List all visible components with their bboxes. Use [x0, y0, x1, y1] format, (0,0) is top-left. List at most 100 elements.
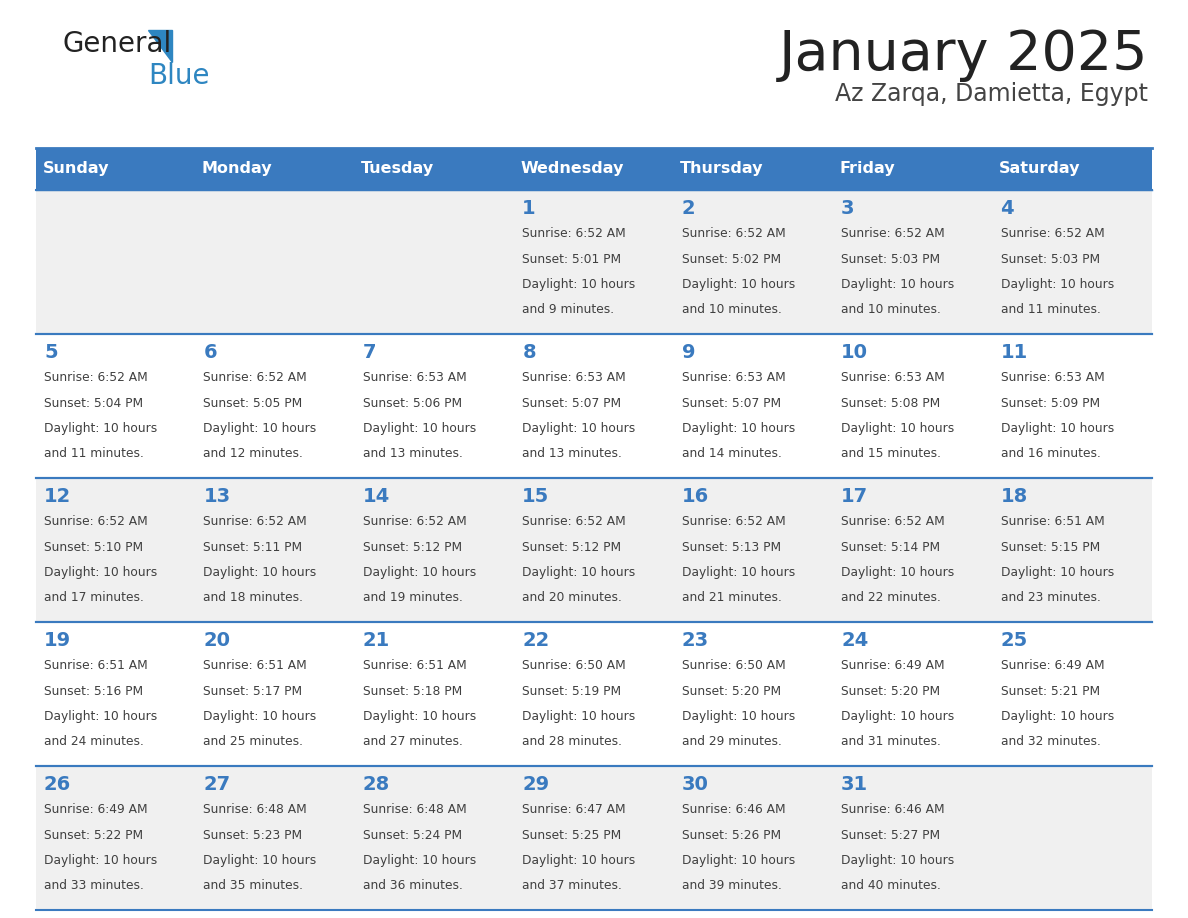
- Text: and 12 minutes.: and 12 minutes.: [203, 447, 303, 460]
- Text: Sunrise: 6:49 AM: Sunrise: 6:49 AM: [841, 659, 944, 673]
- Text: Daylight: 10 hours: Daylight: 10 hours: [682, 854, 795, 867]
- Text: and 9 minutes.: and 9 minutes.: [523, 303, 614, 316]
- Text: Sunrise: 6:52 AM: Sunrise: 6:52 AM: [203, 515, 308, 529]
- Text: 3: 3: [841, 198, 854, 218]
- Text: Sunset: 5:14 PM: Sunset: 5:14 PM: [841, 541, 940, 554]
- Text: Saturday: Saturday: [999, 162, 1080, 176]
- Text: Sunrise: 6:53 AM: Sunrise: 6:53 AM: [523, 372, 626, 385]
- Text: 14: 14: [362, 487, 390, 506]
- Text: and 17 minutes.: and 17 minutes.: [44, 591, 144, 604]
- Text: Sunset: 5:02 PM: Sunset: 5:02 PM: [682, 252, 781, 265]
- Text: and 23 minutes.: and 23 minutes.: [1000, 591, 1100, 604]
- Text: and 21 minutes.: and 21 minutes.: [682, 591, 782, 604]
- Text: Daylight: 10 hours: Daylight: 10 hours: [523, 278, 636, 291]
- Text: and 10 minutes.: and 10 minutes.: [841, 303, 941, 316]
- Text: and 14 minutes.: and 14 minutes.: [682, 447, 782, 460]
- Text: and 32 minutes.: and 32 minutes.: [1000, 735, 1100, 748]
- Text: 28: 28: [362, 775, 390, 794]
- Text: 26: 26: [44, 775, 71, 794]
- Text: Sunset: 5:07 PM: Sunset: 5:07 PM: [523, 397, 621, 409]
- Text: Sunset: 5:05 PM: Sunset: 5:05 PM: [203, 397, 303, 409]
- Text: Sunset: 5:20 PM: Sunset: 5:20 PM: [682, 685, 781, 698]
- Text: Sunrise: 6:53 AM: Sunrise: 6:53 AM: [1000, 372, 1105, 385]
- Text: Wednesday: Wednesday: [520, 162, 624, 176]
- Text: Sunrise: 6:47 AM: Sunrise: 6:47 AM: [523, 803, 626, 816]
- Text: and 33 minutes.: and 33 minutes.: [44, 879, 144, 892]
- Text: 18: 18: [1000, 487, 1028, 506]
- Bar: [36, 334, 1152, 478]
- Text: Sunset: 5:06 PM: Sunset: 5:06 PM: [362, 397, 462, 409]
- Text: Sunrise: 6:46 AM: Sunrise: 6:46 AM: [841, 803, 944, 816]
- Bar: [514, 148, 674, 190]
- Bar: [992, 148, 1152, 190]
- Text: 21: 21: [362, 631, 390, 650]
- Text: and 11 minutes.: and 11 minutes.: [44, 447, 144, 460]
- Text: Sunset: 5:12 PM: Sunset: 5:12 PM: [523, 541, 621, 554]
- Text: and 25 minutes.: and 25 minutes.: [203, 735, 303, 748]
- Text: Daylight: 10 hours: Daylight: 10 hours: [203, 854, 317, 867]
- Text: Daylight: 10 hours: Daylight: 10 hours: [1000, 422, 1114, 435]
- Bar: [833, 148, 992, 190]
- Bar: [36, 148, 196, 190]
- Text: Sunrise: 6:49 AM: Sunrise: 6:49 AM: [1000, 659, 1104, 673]
- Text: Daylight: 10 hours: Daylight: 10 hours: [203, 422, 317, 435]
- Text: Blue: Blue: [148, 62, 209, 90]
- Text: Sunrise: 6:49 AM: Sunrise: 6:49 AM: [44, 803, 147, 816]
- Text: and 31 minutes.: and 31 minutes.: [841, 735, 941, 748]
- Text: and 13 minutes.: and 13 minutes.: [523, 447, 623, 460]
- Text: Sunrise: 6:51 AM: Sunrise: 6:51 AM: [1000, 515, 1105, 529]
- Text: Sunrise: 6:46 AM: Sunrise: 6:46 AM: [682, 803, 785, 816]
- Text: and 18 minutes.: and 18 minutes.: [203, 591, 303, 604]
- Text: Sunset: 5:11 PM: Sunset: 5:11 PM: [203, 541, 303, 554]
- Text: Sunset: 5:01 PM: Sunset: 5:01 PM: [523, 252, 621, 265]
- Text: Sunrise: 6:52 AM: Sunrise: 6:52 AM: [362, 515, 467, 529]
- Text: Sunset: 5:04 PM: Sunset: 5:04 PM: [44, 397, 143, 409]
- Text: and 20 minutes.: and 20 minutes.: [523, 591, 623, 604]
- Text: Sunset: 5:25 PM: Sunset: 5:25 PM: [523, 829, 621, 842]
- Text: Sunday: Sunday: [43, 162, 109, 176]
- Text: and 16 minutes.: and 16 minutes.: [1000, 447, 1100, 460]
- Text: and 37 minutes.: and 37 minutes.: [523, 879, 623, 892]
- Text: Sunrise: 6:48 AM: Sunrise: 6:48 AM: [203, 803, 308, 816]
- Text: 2: 2: [682, 198, 695, 218]
- Text: 27: 27: [203, 775, 230, 794]
- Text: January 2025: January 2025: [778, 28, 1148, 82]
- Text: 13: 13: [203, 487, 230, 506]
- Text: 20: 20: [203, 631, 230, 650]
- Text: Daylight: 10 hours: Daylight: 10 hours: [841, 854, 954, 867]
- Text: 1: 1: [523, 198, 536, 218]
- Text: Sunrise: 6:51 AM: Sunrise: 6:51 AM: [362, 659, 467, 673]
- Text: Daylight: 10 hours: Daylight: 10 hours: [841, 278, 954, 291]
- Text: Sunset: 5:15 PM: Sunset: 5:15 PM: [1000, 541, 1100, 554]
- Text: 19: 19: [44, 631, 71, 650]
- Text: and 13 minutes.: and 13 minutes.: [362, 447, 462, 460]
- Text: Daylight: 10 hours: Daylight: 10 hours: [203, 565, 317, 579]
- Text: Daylight: 10 hours: Daylight: 10 hours: [362, 710, 476, 722]
- Text: 24: 24: [841, 631, 868, 650]
- Text: and 40 minutes.: and 40 minutes.: [841, 879, 941, 892]
- Text: and 36 minutes.: and 36 minutes.: [362, 879, 462, 892]
- Text: 29: 29: [523, 775, 549, 794]
- Text: Sunrise: 6:48 AM: Sunrise: 6:48 AM: [362, 803, 467, 816]
- Text: Sunset: 5:21 PM: Sunset: 5:21 PM: [1000, 685, 1100, 698]
- Text: Daylight: 10 hours: Daylight: 10 hours: [523, 565, 636, 579]
- Text: Sunset: 5:03 PM: Sunset: 5:03 PM: [1000, 252, 1100, 265]
- Text: Daylight: 10 hours: Daylight: 10 hours: [362, 854, 476, 867]
- Text: Daylight: 10 hours: Daylight: 10 hours: [523, 710, 636, 722]
- Text: Sunset: 5:13 PM: Sunset: 5:13 PM: [682, 541, 781, 554]
- Text: Daylight: 10 hours: Daylight: 10 hours: [44, 422, 157, 435]
- Text: 31: 31: [841, 775, 868, 794]
- Text: Sunset: 5:19 PM: Sunset: 5:19 PM: [523, 685, 621, 698]
- Text: and 22 minutes.: and 22 minutes.: [841, 591, 941, 604]
- Text: Thursday: Thursday: [680, 162, 764, 176]
- Text: 11: 11: [1000, 342, 1028, 362]
- Text: General: General: [62, 30, 171, 58]
- Text: Daylight: 10 hours: Daylight: 10 hours: [682, 565, 795, 579]
- Text: and 10 minutes.: and 10 minutes.: [682, 303, 782, 316]
- Text: 7: 7: [362, 342, 377, 362]
- Text: Sunset: 5:08 PM: Sunset: 5:08 PM: [841, 397, 941, 409]
- Text: Daylight: 10 hours: Daylight: 10 hours: [203, 710, 317, 722]
- Text: Az Zarqa, Damietta, Egypt: Az Zarqa, Damietta, Egypt: [835, 82, 1148, 106]
- Text: Sunrise: 6:51 AM: Sunrise: 6:51 AM: [44, 659, 147, 673]
- Text: 10: 10: [841, 342, 868, 362]
